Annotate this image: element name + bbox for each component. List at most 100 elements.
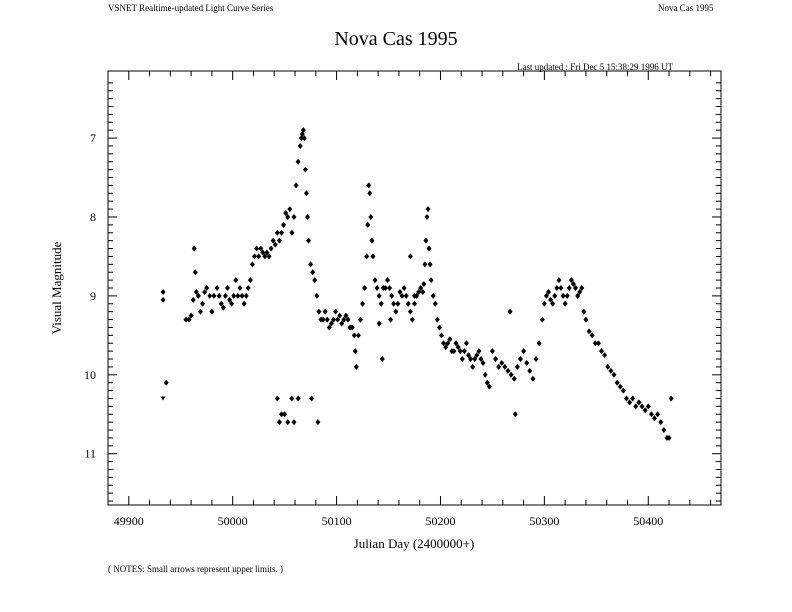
data-point: [548, 296, 554, 303]
data-point: [541, 300, 547, 307]
data-point: [517, 356, 523, 363]
data-point: [309, 395, 315, 402]
data-point: [364, 253, 370, 260]
data-point: [335, 316, 341, 323]
data-point: [274, 395, 280, 402]
data-point: [627, 399, 633, 406]
data-point: [291, 419, 297, 426]
data-point: [397, 288, 403, 295]
data-point: [289, 395, 295, 402]
data-point: [291, 213, 297, 220]
data-point: [466, 352, 472, 359]
data-point: [279, 411, 285, 418]
data-point: [476, 348, 482, 355]
data-point: [301, 135, 307, 142]
data-point: [455, 344, 461, 351]
data-point: [160, 296, 166, 303]
data-point: [229, 300, 235, 307]
data-point: [352, 348, 358, 355]
y-axis-label: Visual Magnitude: [49, 241, 64, 334]
data-point: [376, 320, 382, 327]
data-point: [357, 316, 363, 323]
plot-frame: [107, 70, 722, 506]
data-point: [310, 269, 316, 276]
data-point: [507, 308, 513, 315]
data-point: [266, 253, 272, 260]
data-point: [426, 245, 432, 252]
data-point: [315, 419, 321, 426]
data-point: [623, 395, 629, 402]
data-point: [245, 285, 251, 291]
data-point: [564, 292, 570, 299]
data-point: [661, 427, 667, 434]
x-tick-label: 50100: [322, 514, 352, 528]
data-point: [258, 245, 264, 252]
data-point: [231, 292, 237, 299]
data-point: [306, 237, 312, 244]
data-point: [589, 332, 595, 339]
x-tick-label: 50300: [529, 514, 559, 528]
data-point: [407, 253, 413, 260]
data-point: [233, 277, 239, 284]
data-point: [642, 407, 648, 414]
data-point: [432, 300, 438, 307]
data-point: [282, 411, 288, 418]
data-point: [324, 316, 330, 323]
data-point: [249, 261, 255, 268]
data-point: [480, 359, 486, 366]
data-point: [337, 312, 343, 319]
data-point: [468, 356, 474, 363]
data-point: [447, 336, 453, 343]
data-point: [451, 348, 457, 355]
data-point: [368, 213, 374, 220]
data-point: [512, 411, 518, 418]
data-point: [243, 292, 249, 299]
data-point: [202, 288, 208, 295]
data-point: [579, 285, 585, 291]
data-point: [556, 277, 562, 284]
data-point: [577, 288, 583, 295]
data-point: [592, 340, 598, 347]
data-point: [617, 383, 623, 390]
data-point: [395, 300, 401, 307]
data-point: [608, 367, 614, 374]
data-point: [207, 292, 213, 299]
data-point: [387, 285, 393, 291]
data-point: [237, 285, 243, 291]
data-point: [379, 356, 385, 363]
chart-title: Nova Cas 1995: [334, 28, 458, 50]
notes: ( NOTES: Small arrows represent upper li…: [108, 564, 283, 574]
data-point: [260, 249, 266, 256]
data-point: [241, 300, 247, 307]
data-point: [200, 300, 206, 307]
data-point: [472, 356, 478, 363]
data-point: [645, 403, 651, 410]
data-point: [430, 292, 436, 299]
data-point: [546, 288, 552, 295]
data-point: [281, 221, 287, 228]
data-point: [511, 375, 517, 382]
data-point: [160, 288, 166, 295]
data-point: [459, 356, 465, 363]
data-point: [436, 324, 442, 331]
data-point: [374, 285, 380, 291]
data-point: [256, 253, 262, 260]
data-point: [521, 348, 527, 355]
data-point: [272, 241, 278, 248]
data-point: [403, 292, 409, 299]
data-point: [218, 300, 224, 307]
data-point: [285, 419, 291, 426]
data-point: [388, 316, 394, 323]
data-point: [283, 210, 289, 217]
data-point: [239, 292, 245, 299]
data-point: [401, 285, 407, 291]
data-point: [287, 206, 293, 213]
data-point: [445, 340, 451, 347]
data-point: [276, 419, 282, 426]
object-name: Nova Cas 1995: [658, 3, 714, 13]
data-point: [251, 253, 257, 260]
data-point: [351, 332, 357, 339]
data-point: [416, 288, 422, 295]
data-point: [322, 308, 328, 315]
data-point: [389, 292, 395, 299]
